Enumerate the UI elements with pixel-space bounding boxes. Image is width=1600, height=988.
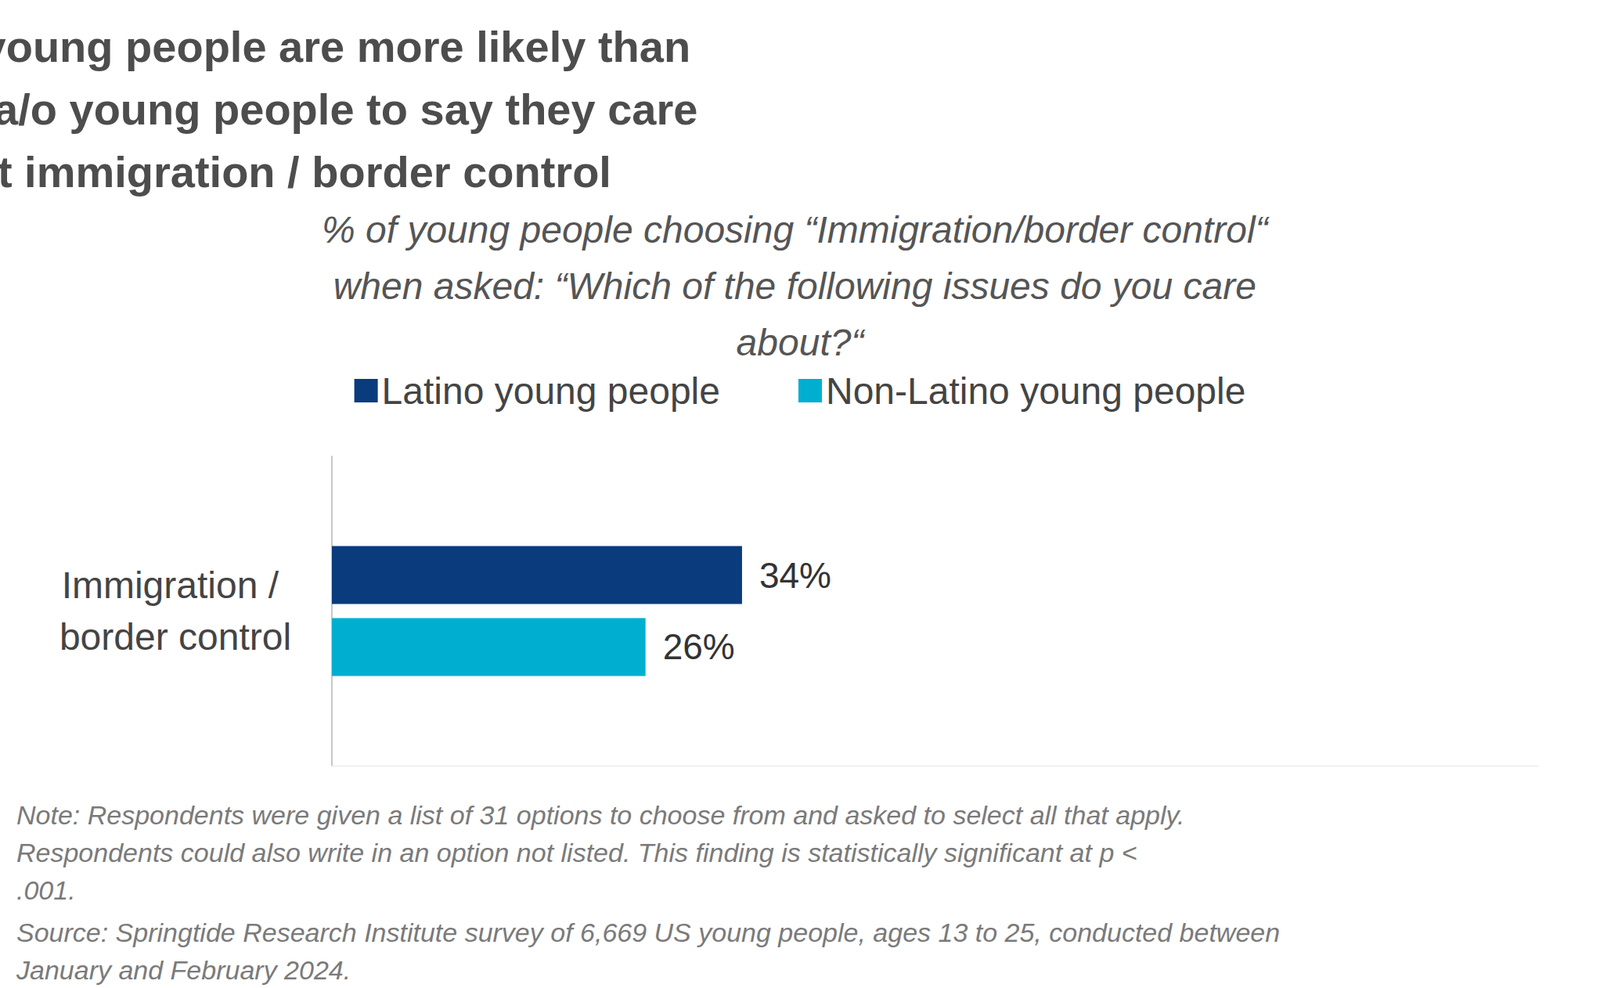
svg-text:Immigration /: Immigration / xyxy=(61,564,290,606)
svg-text:about immigration / border con: about immigration / border control xyxy=(0,147,612,197)
svg-text:Source: Springtide Research In: Source: Springtide Research Institute su… xyxy=(16,917,1288,948)
svg-text:Non-Latino young people: Non-Latino young people xyxy=(825,370,1246,412)
svg-text:Latino young people: Latino young people xyxy=(381,370,721,412)
svg-text:January and February 2024.: January and February 2024. xyxy=(15,954,351,985)
svg-text:Latina/o young people are more: Latina/o young people are more likely th… xyxy=(0,21,703,72)
svg-text:% of young people choosing “Im: % of young people choosing “Immigration/… xyxy=(321,209,1279,251)
svg-text:non-Latina/o young people to s: non-Latina/o young people to say they ca… xyxy=(0,84,710,134)
svg-text:26%: 26% xyxy=(663,626,736,667)
svg-text:Note: Respondents were given a: Note: Respondents were given a list of 3… xyxy=(16,800,1193,830)
svg-text:.001.: .001. xyxy=(16,875,76,905)
svg-text:Respondents could also write i: Respondents could also write in an optio… xyxy=(16,837,1145,868)
svg-text:about?“: about?“ xyxy=(736,321,867,364)
svg-text:border control: border control xyxy=(59,616,292,658)
svg-text:34%: 34% xyxy=(759,554,832,596)
svg-text:when asked: “Which of the foll: when asked: “Which of the following issu… xyxy=(333,265,1268,307)
